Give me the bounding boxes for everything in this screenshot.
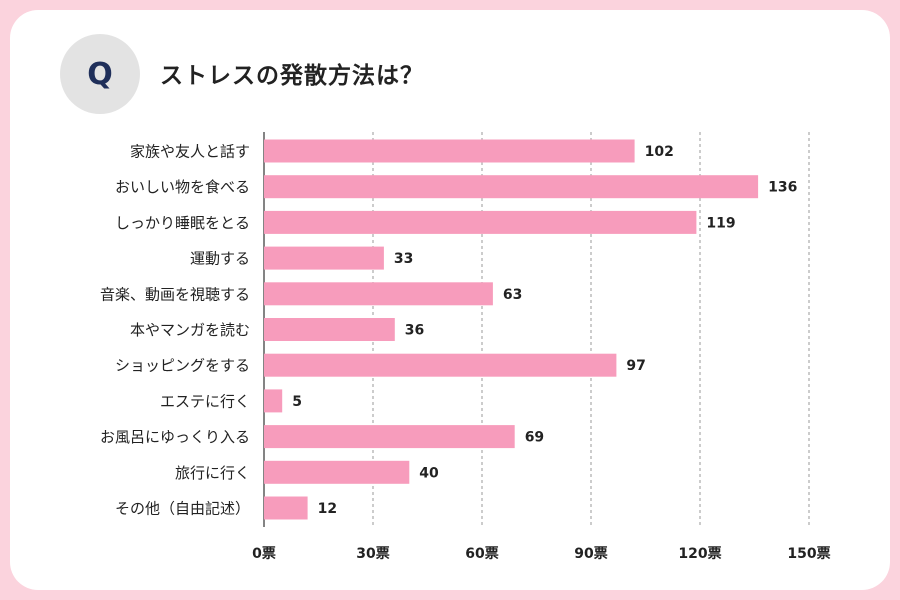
x-tick-label: 0票 (252, 546, 276, 562)
category-label: おいしい物を食べる (115, 178, 250, 196)
x-tick-label: 150票 (787, 546, 830, 562)
category-label: エステに行く (160, 392, 250, 410)
category-label: 家族や友人と話す (130, 143, 250, 161)
question-badge: Q (60, 34, 140, 114)
value-label: 102 (645, 144, 674, 160)
question-letter: Q (87, 56, 113, 92)
category-label: ショッピングをする (115, 357, 250, 375)
value-label: 119 (706, 215, 735, 231)
category-label: その他（自由記述） (115, 500, 250, 518)
value-label: 136 (768, 180, 797, 196)
x-tick-label: 90票 (574, 546, 607, 562)
category-label: 本やマンガを読む (130, 321, 250, 339)
value-label: 12 (318, 501, 337, 517)
tick-layer: 0票 30票 60票 90票 120票 150票 (252, 546, 830, 562)
value-label: 36 (405, 323, 424, 339)
bar (264, 139, 635, 163)
value-label: 63 (503, 287, 522, 303)
value-label: 5 (292, 394, 302, 410)
bar (264, 353, 617, 377)
category-label: 運動する (190, 250, 250, 268)
bar (264, 389, 283, 413)
bar (264, 175, 759, 199)
value-label: 97 (626, 358, 645, 374)
bar (264, 425, 515, 449)
category-label: しっかり睡眠をとる (115, 214, 250, 232)
category-label: 旅行に行く (175, 464, 250, 482)
category-label: 音楽、動画を視聴する (100, 285, 250, 303)
label-layer: 102 家族や友人と話す 136 おいしい物を食べる 119 しっかり睡眠をとる 33 運動す… (100, 143, 797, 518)
bar (264, 210, 697, 234)
bar (264, 282, 493, 306)
value-label: 40 (419, 465, 439, 481)
category-label: お風呂にゆっくり入る (100, 428, 250, 446)
bar (264, 460, 410, 484)
bar (264, 246, 384, 270)
bar (264, 318, 395, 341)
value-label: 69 (525, 430, 544, 446)
x-tick-label: 30票 (356, 546, 389, 562)
x-tick-label: 60票 (465, 546, 498, 562)
value-label: 33 (394, 251, 413, 267)
bar-layer (264, 139, 759, 520)
chart-title: ストレスの発散方法は？ (160, 63, 424, 89)
bar (264, 496, 308, 520)
x-tick-label: 120票 (678, 546, 721, 562)
